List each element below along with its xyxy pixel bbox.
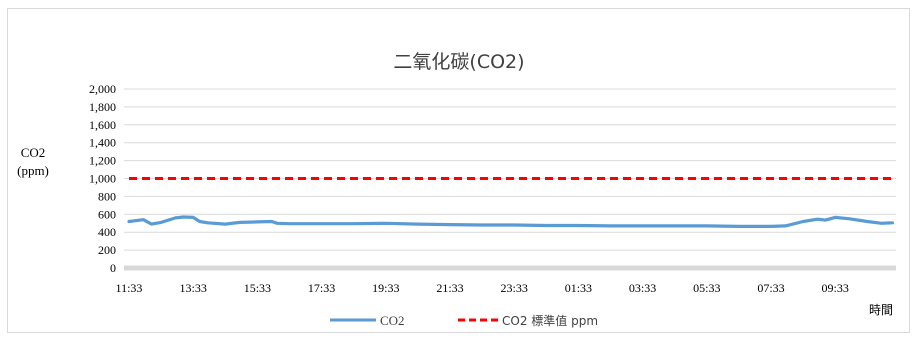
y-tick-labels: 0 200 400 600 800 1,000 1,200 1,400 1,600 1,800 2,…	[89, 82, 116, 275]
x-tick-label: 01:33	[565, 281, 592, 295]
x-tick-label: 23:33	[501, 281, 528, 295]
x-tick-label: 15:33	[244, 281, 271, 295]
x-tick-label: 19:33	[372, 281, 399, 295]
y-tick-label: 1,000	[89, 172, 116, 186]
x-tick-labels: 11:33 13:33 15:33 17:33 19:33 21:33 23:33 01:33…	[116, 281, 849, 295]
x-tick-label: 21:33	[436, 281, 463, 295]
x-tick-label: 09:33	[822, 281, 849, 295]
chart-frame: 0 200 400 600 800 1,000 1,200 1,400 1,600 1,800 2,…	[7, 8, 910, 333]
x-tick-label: 11:33	[116, 281, 143, 295]
y-tick-label: 1,600	[89, 118, 116, 132]
y-tick-label: 800	[98, 189, 116, 203]
x-tick-label: 13:33	[180, 281, 207, 295]
y-tick-label: 1,800	[89, 100, 116, 114]
y-tick-label: 2,000	[89, 82, 116, 96]
x-tick-label: 17:33	[308, 281, 335, 295]
x-tick-label: 03:33	[629, 281, 656, 295]
series-lines	[127, 177, 895, 228]
y-tick-label: 200	[98, 243, 116, 257]
y-axis-label-line1: CO2	[21, 145, 46, 160]
y-axis-label-line2: (ppm)	[17, 163, 49, 178]
y-tick-label: 0	[110, 261, 116, 275]
y-tick-label: 1,200	[89, 154, 116, 168]
co2-line-chart: 0 200 400 600 800 1,000 1,200 1,400 1,600 1,800 2,…	[17, 51, 896, 328]
chart-title: 二氧化碳(CO2)	[393, 51, 524, 73]
y-tick-label: 1,400	[89, 136, 116, 150]
x-tick-label: 05:33	[693, 281, 720, 295]
legend-co2-label: CO2	[380, 313, 405, 328]
x-tick-label: 07:33	[757, 281, 784, 295]
y-tick-label: 400	[98, 225, 116, 239]
legend: CO2 CO2 標準值 ppm	[330, 313, 598, 328]
y-tick-label: 600	[98, 207, 116, 221]
legend-standard-label: CO2 標準值 ppm	[502, 313, 598, 328]
co2-series-line	[127, 215, 895, 228]
x-axis-label: 時間	[869, 303, 893, 317]
